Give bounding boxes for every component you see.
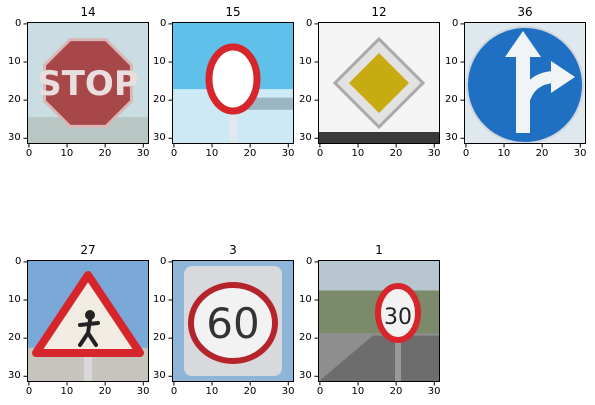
- axes-frame: [464, 22, 586, 144]
- x-tick-label: 20: [389, 148, 403, 159]
- speed-limit-value: 30: [384, 305, 412, 330]
- panel-title: 36: [517, 5, 533, 19]
- axes-frame: [172, 260, 294, 382]
- y-tick-label: 20: [445, 94, 458, 106]
- x-tick-label: 30: [136, 148, 150, 159]
- panel-title: 1: [375, 243, 383, 257]
- image-panel: [314, 22, 440, 148]
- no-vehicles-sign: [205, 43, 261, 115]
- x-tick-label: 10: [205, 148, 219, 159]
- y-tick-label: 0: [160, 17, 167, 29]
- x-tick-label: 30: [136, 386, 150, 397]
- axes-frame: [27, 22, 149, 144]
- y-tick-label: 30: [299, 370, 312, 382]
- stop-sign-text: STOP: [37, 64, 139, 104]
- x-tick-label: 0: [170, 148, 178, 159]
- y-tick-label: 0: [15, 255, 22, 267]
- stop-sign-octagon: [43, 38, 133, 128]
- y-tick-label: 30: [153, 132, 166, 144]
- axes-frame: [172, 22, 294, 144]
- y-tick-label: 20: [153, 332, 166, 344]
- image-panel: [23, 260, 149, 386]
- y-tick-label: 10: [445, 56, 458, 68]
- x-tick-label: 0: [25, 148, 33, 159]
- image-panel: 30: [314, 260, 440, 386]
- x-tick-label: 0: [316, 386, 324, 397]
- y-tick-label: 10: [299, 294, 312, 306]
- x-tick-label: 20: [98, 386, 112, 397]
- panel-title: 3: [229, 243, 237, 257]
- x-tick-label: 20: [535, 148, 549, 159]
- y-tick-label: 10: [8, 294, 21, 306]
- panel-title: 14: [80, 5, 96, 19]
- x-tick-label: 10: [60, 148, 74, 159]
- y-tick-label: 20: [299, 332, 312, 344]
- y-tick-label: 30: [8, 370, 21, 382]
- speed-limit-value: 60: [206, 299, 259, 348]
- y-tick-label: 0: [306, 17, 313, 29]
- sign-image: 30: [314, 260, 440, 386]
- axes-frame: [318, 22, 440, 144]
- y-tick-label: 30: [153, 370, 166, 382]
- y-tick-label: 20: [8, 94, 21, 106]
- x-tick-label: 10: [497, 148, 511, 159]
- x-tick-label: 0: [462, 148, 470, 159]
- panel-title: 15: [225, 5, 241, 19]
- y-tick-label: 20: [299, 94, 312, 106]
- speed-limit-sign: [188, 282, 278, 364]
- y-tick-label: 20: [153, 94, 166, 106]
- image-panel: 60: [168, 260, 294, 386]
- panel-title: 12: [371, 5, 387, 19]
- arrow-right-icon: [517, 71, 554, 105]
- sign-image: [23, 260, 149, 386]
- y-tick-label: 10: [8, 56, 21, 68]
- x-tick-label: 30: [573, 148, 587, 159]
- speed-limit-sign: [375, 283, 421, 343]
- x-tick-label: 10: [60, 386, 74, 397]
- image-panel: STOP: [23, 22, 149, 148]
- y-tick-label: 0: [452, 17, 459, 29]
- panel-title: 27: [80, 243, 96, 257]
- axes-frame: [27, 260, 149, 382]
- sign-image: 60: [168, 260, 294, 386]
- x-tick-label: 30: [281, 386, 295, 397]
- sign-image: [314, 22, 440, 148]
- x-tick-label: 30: [281, 148, 295, 159]
- x-tick-label: 20: [389, 386, 403, 397]
- pedestrian-icon: [85, 310, 95, 320]
- x-tick-label: 10: [351, 386, 365, 397]
- x-tick-label: 20: [98, 148, 112, 159]
- y-tick-label: 0: [15, 17, 22, 29]
- image-panel: [460, 22, 586, 148]
- y-tick-label: 30: [299, 132, 312, 144]
- y-tick-label: 30: [445, 132, 458, 144]
- x-tick-label: 30: [427, 386, 441, 397]
- x-tick-label: 0: [170, 386, 178, 397]
- y-tick-label: 10: [153, 56, 166, 68]
- x-tick-label: 0: [25, 386, 33, 397]
- x-tick-label: 10: [351, 148, 365, 159]
- sign-image: STOP: [23, 22, 149, 148]
- y-tick-label: 0: [160, 255, 167, 267]
- y-tick-label: 20: [8, 332, 21, 344]
- y-tick-label: 0: [306, 255, 313, 267]
- image-panel: [168, 22, 294, 148]
- y-tick-label: 10: [299, 56, 312, 68]
- sign-image: [168, 22, 294, 148]
- x-tick-label: 20: [243, 148, 257, 159]
- x-tick-label: 20: [243, 386, 257, 397]
- sign-image: [460, 22, 586, 148]
- x-tick-label: 30: [427, 148, 441, 159]
- axes-frame: [318, 260, 440, 382]
- x-tick-label: 10: [205, 386, 219, 397]
- y-tick-label: 10: [153, 294, 166, 306]
- x-tick-label: 0: [316, 148, 324, 159]
- y-tick-label: 30: [8, 132, 21, 144]
